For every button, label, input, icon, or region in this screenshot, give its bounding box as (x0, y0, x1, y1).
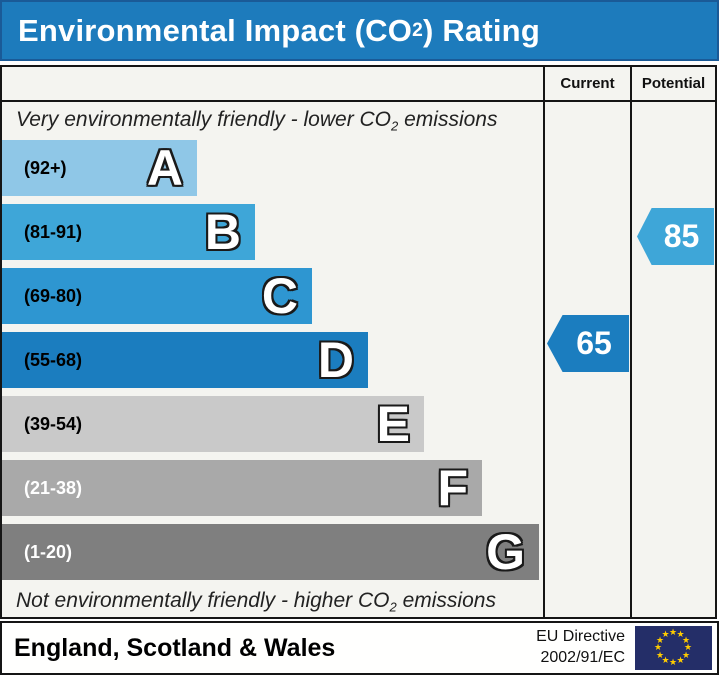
rating-bands: (92+) A (81-91) B (69-80) C (55-68) D (3… (2, 140, 543, 588)
current-rating-arrow: 65 (547, 315, 629, 372)
header-divider (2, 100, 715, 102)
eu-flag-star: ★ (661, 629, 670, 639)
band-bar: (69-80) C (2, 268, 312, 324)
current-column-header: Current (560, 75, 615, 92)
band-letter: E (376, 396, 410, 452)
page-title-text-end: ) Rating (422, 12, 540, 48)
page-title-text: Environmental Impact (CO (18, 12, 413, 48)
eu-flag-star: ★ (656, 634, 665, 645)
band-range-label: (21-38) (24, 477, 83, 498)
band-bar: (92+) A (2, 140, 197, 196)
band-bar: (81-91) B (2, 204, 255, 260)
band-letter: G (486, 524, 525, 580)
eu-flag-star: ★ (661, 654, 670, 665)
footer: England, Scotland & Wales EU Directive 2… (0, 621, 719, 675)
band-letter: A (146, 140, 183, 196)
band-range-label: (92+) (24, 157, 67, 178)
region-label: England, Scotland & Wales (14, 633, 336, 662)
eu-flag-star: ★ (684, 642, 693, 652)
eu-flag-star: ★ (681, 634, 691, 645)
eu-flag-star: ★ (669, 657, 678, 667)
band-range-label: (1-20) (24, 541, 73, 562)
page-title-subscript: 2 (412, 19, 423, 41)
band-letter: F (437, 460, 468, 516)
band-letter: D (317, 332, 354, 388)
band-row: (39-54) E (2, 396, 543, 452)
potential-rating-value: 85 (663, 218, 700, 254)
band-range-label: (55-68) (24, 349, 83, 370)
eu-flag-star: ★ (676, 629, 685, 639)
potential-rating-arrow: 85 (637, 208, 714, 265)
column-divider-current (543, 67, 545, 617)
band-bar: (55-68) D (2, 332, 368, 388)
band-row: (81-91) B (2, 204, 543, 260)
top-caption: Very environmentally friendly - lower CO… (16, 108, 498, 134)
eu-directive-label: EU Directive 2002/91/EC (536, 628, 625, 666)
band-row: (69-80) C (2, 268, 543, 324)
eu-flag-icon: ★ ★ ★ ★ ★ ★ ★ ★ ★ ★ ★ ★ (635, 626, 712, 670)
band-range-label: (81-91) (24, 221, 83, 242)
eu-flag-star: ★ (681, 649, 691, 660)
page-title: Environmental Impact (CO 2) Rating (0, 0, 719, 61)
eu-flag-star: ★ (669, 627, 678, 637)
band-range-label: (39-54) (24, 413, 83, 434)
current-rating-value: 65 (576, 325, 612, 361)
bottom-caption: Not environmentally friendly - higher CO… (16, 589, 496, 615)
band-bar: (39-54) E (2, 396, 424, 452)
band-row: (1-20) G (2, 524, 543, 580)
band-row: (92+) A (2, 140, 543, 196)
column-divider-potential (630, 67, 632, 617)
band-bar: (1-20) G (2, 524, 539, 580)
band-row: (21-38) F (2, 460, 543, 516)
eu-flag-star: ★ (656, 649, 665, 660)
band-letter: B (204, 204, 241, 260)
potential-column-header: Potential (641, 75, 706, 92)
band-row: (55-68) D (2, 332, 543, 388)
band-range-label: (69-80) (24, 285, 83, 306)
eu-flag-star: ★ (654, 642, 663, 652)
rating-chart: Current Potential Very environmentally f… (0, 65, 717, 619)
footer-right: EU Directive 2002/91/EC ★ ★ ★ ★ ★ ★ ★ ★ ★ ★ ★ ★ (536, 626, 717, 670)
eu-flag-star: ★ (676, 654, 685, 665)
band-bar: (21-38) F (2, 460, 482, 516)
band-letter: C (261, 268, 298, 324)
rating-chart-body: Current Potential Very environmentally f… (2, 67, 715, 617)
